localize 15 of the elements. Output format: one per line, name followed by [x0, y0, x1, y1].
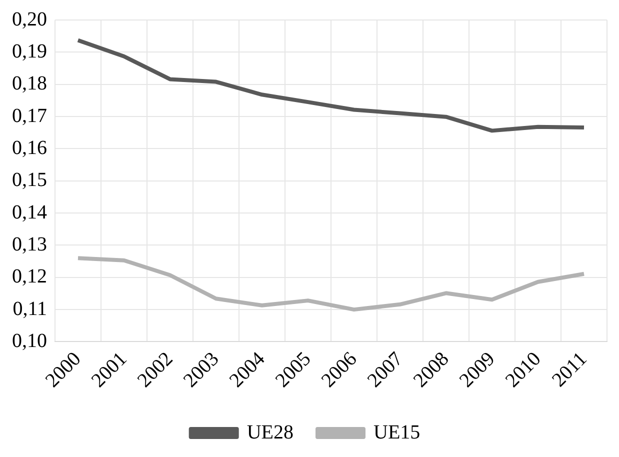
y-tick-label: 0,13	[12, 233, 47, 256]
x-tick-label: 2001	[87, 348, 132, 392]
legend-label: UE28	[246, 421, 294, 444]
y-tick-label: 0,12	[12, 266, 47, 288]
y-tick-label: 0,17	[12, 104, 47, 127]
y-tick-label: 0,18	[12, 72, 47, 95]
legend-label: UE15	[374, 421, 420, 444]
y-tick-label: 0,11	[12, 298, 47, 320]
y-tick-label: 0,19	[12, 40, 47, 62]
y-tick-label: 0,20	[12, 8, 47, 30]
y-tick-label: 0,14	[12, 201, 47, 224]
x-tick-label: 2011	[548, 348, 592, 392]
y-tick-label: 0,16	[12, 136, 47, 159]
y-tick-label: 0,15	[12, 169, 47, 192]
y-tick-label: 0,10	[12, 330, 47, 352]
